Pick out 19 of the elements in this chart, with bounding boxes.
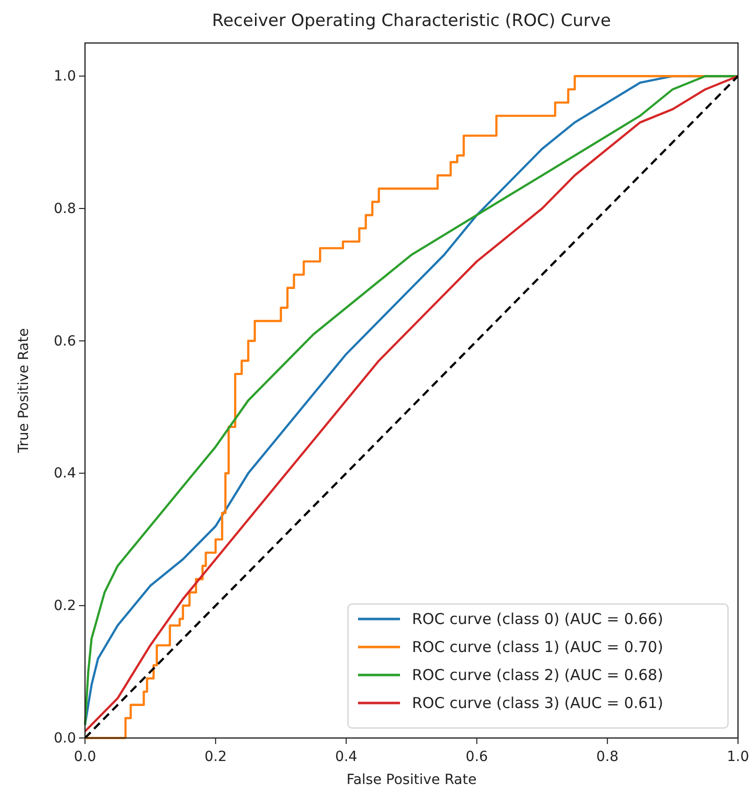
legend-label: ROC curve (class 2) (AUC = 0.68)	[412, 666, 664, 684]
x-axis-title: False Positive Rate	[346, 772, 477, 788]
y-tick-label: 0.6	[54, 333, 76, 350]
y-tick-label: 0.0	[54, 730, 76, 746]
y-tick-label: 1.0	[54, 68, 76, 85]
y-axis-title: True Positive Rate	[16, 328, 32, 454]
x-tick-label: 0.6	[466, 749, 488, 765]
legend-label: ROC curve (class 3) (AUC = 0.61)	[412, 694, 664, 712]
legend-label: ROC curve (class 1) (AUC = 0.70)	[412, 638, 664, 656]
y-tick-label: 0.2	[54, 598, 76, 614]
y-tick-label: 0.8	[54, 200, 76, 217]
x-tick-label: 0.8	[596, 749, 619, 765]
x-tick-label: 1.0	[726, 749, 750, 765]
x-tick-label: 0.0	[74, 749, 96, 765]
legend-label: ROC curve (class 0) (AUC = 0.66)	[412, 610, 664, 628]
x-tick-label: 0.2	[204, 749, 227, 765]
x-tick-label: 0.4	[335, 749, 358, 765]
y-tick-label: 0.4	[54, 466, 76, 482]
chart-title: Receiver Operating Characteristic (ROC) Curve	[212, 11, 611, 31]
